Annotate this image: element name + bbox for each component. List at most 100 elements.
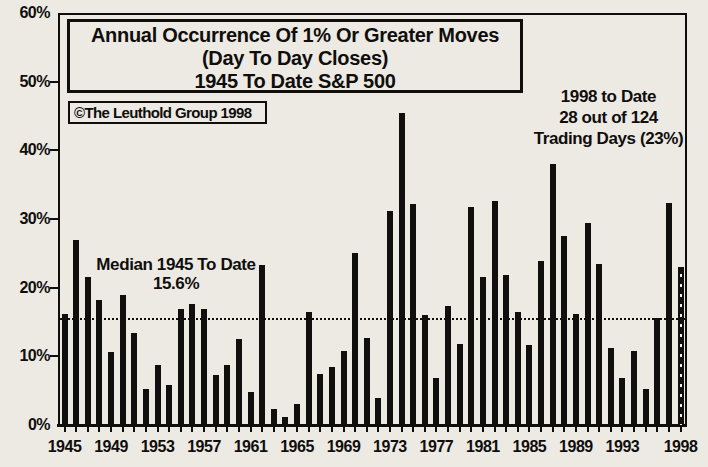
bar-1992: [608, 348, 614, 425]
x-label-1957: 1957: [180, 438, 228, 456]
bar-1994: [631, 351, 637, 425]
bar-1988: [561, 236, 567, 426]
y-label-20: 20%: [8, 279, 50, 297]
x-tick-1991: [598, 427, 600, 432]
bar-1986: [538, 261, 544, 425]
y-label-30: 30%: [8, 210, 50, 228]
ytd-annotation: 1998 to Date 28 out of 124 Trading Days …: [520, 86, 697, 149]
x-tick-1970: [354, 427, 356, 432]
x-tick-1960: [238, 427, 240, 432]
x-tick-1967: [319, 427, 321, 432]
chart-title-box: Annual Occurrence Of 1% Or Greater Moves…: [67, 19, 523, 93]
x-tick-1986: [540, 427, 542, 432]
y-label-50: 50%: [8, 73, 50, 91]
bar-1955: [178, 309, 184, 425]
x-tick-1995: [645, 427, 647, 432]
x-tick-1969: [343, 427, 345, 432]
x-tick-1964: [284, 427, 286, 432]
x-label-1965: 1965: [273, 438, 321, 456]
bar-1978: [445, 306, 451, 425]
x-label-1969: 1969: [320, 438, 368, 456]
median-annotation-line1: Median 1945 To Date: [83, 255, 269, 274]
bar-1973: [387, 211, 393, 425]
y-label-10: 10%: [8, 347, 50, 365]
x-label-1953: 1953: [134, 438, 182, 456]
x-axis-line: [57, 424, 687, 427]
bar-1951: [131, 333, 137, 425]
x-tick-1957: [203, 427, 205, 432]
x-label-1945: 1945: [41, 438, 89, 456]
x-tick-1980: [470, 427, 472, 432]
bar-1966: [306, 312, 312, 425]
x-tick-1950: [122, 427, 124, 432]
x-tick-1996: [656, 427, 658, 432]
bar-1964: [282, 417, 288, 425]
bar-1945: [62, 314, 68, 425]
bar-1957: [201, 309, 207, 425]
x-label-1961: 1961: [227, 438, 275, 456]
x-label-1981: 1981: [459, 438, 507, 456]
x-tick-1949: [110, 427, 112, 432]
x-tick-1954: [168, 427, 170, 432]
x-tick-1962: [261, 427, 263, 432]
x-tick-1972: [377, 427, 379, 432]
x-tick-1985: [528, 427, 530, 432]
x-tick-1992: [610, 427, 612, 432]
x-tick-1953: [157, 427, 159, 432]
x-tick-1997: [668, 427, 670, 432]
ytd-annotation-line1: 1998 to Date: [520, 86, 697, 107]
bar-1989: [573, 314, 579, 425]
bar-1968: [329, 367, 335, 425]
x-tick-1994: [633, 427, 635, 432]
x-tick-1966: [308, 427, 310, 432]
bar-1996: [654, 318, 660, 425]
x-tick-1983: [505, 427, 507, 432]
x-tick-1961: [250, 427, 252, 432]
x-tick-1951: [133, 427, 135, 432]
copyright-text: ©The Leuthold Group 1998: [74, 104, 252, 121]
bar-1998: [678, 267, 684, 425]
bar-1948: [96, 300, 102, 425]
bar-1997: [666, 203, 672, 425]
x-tick-1968: [331, 427, 333, 432]
x-label-1949: 1949: [87, 438, 135, 456]
bar-1979: [457, 344, 463, 425]
x-tick-1974: [401, 427, 403, 432]
y-label-40: 40%: [8, 141, 50, 159]
y-label-0: 0%: [8, 416, 50, 434]
x-tick-1958: [215, 427, 217, 432]
chart-title-line2: (Day To Day Closes): [70, 47, 520, 70]
x-tick-1948: [98, 427, 100, 432]
y-axis-line: [58, 13, 60, 427]
bar-1958: [213, 375, 219, 425]
bar-1952: [143, 389, 149, 425]
y-tick-10: [50, 355, 59, 357]
bar-1971: [364, 338, 370, 425]
x-tick-1984: [517, 427, 519, 432]
bar-1975: [410, 204, 416, 425]
bar-1954: [166, 385, 172, 426]
bar-1947: [85, 277, 91, 425]
x-tick-1956: [191, 427, 193, 432]
x-label-1973: 1973: [366, 438, 414, 456]
bar-1981: [480, 277, 486, 425]
bar-1953: [155, 365, 161, 425]
x-tick-1945: [64, 427, 66, 432]
plot-right-border: [685, 13, 687, 427]
chart-title-line3: 1945 To Date S&P 500: [70, 70, 520, 93]
bar-1987: [550, 164, 556, 425]
y-tick-40: [50, 149, 59, 151]
median-annotation-line2: 15.6%: [83, 274, 269, 293]
bar-1969: [341, 351, 347, 425]
x-tick-1963: [273, 427, 275, 432]
bar-1990: [585, 223, 591, 425]
x-tick-1981: [482, 427, 484, 432]
bar-1995: [643, 389, 649, 425]
bar-1946: [73, 240, 79, 425]
bar-1993: [619, 378, 625, 425]
bar-1977: [433, 378, 439, 425]
bar-1974: [399, 113, 405, 425]
x-tick-1977: [435, 427, 437, 432]
chart-title-line1: Annual Occurrence Of 1% Or Greater Moves: [70, 24, 520, 47]
x-tick-1976: [424, 427, 426, 432]
